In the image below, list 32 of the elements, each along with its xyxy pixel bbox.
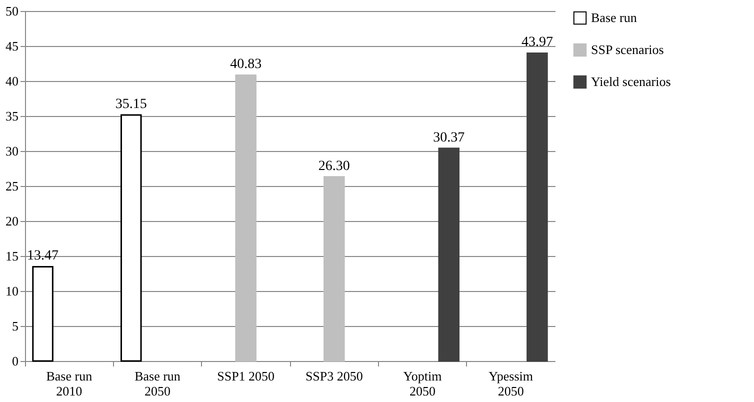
data-label: 35.15 — [115, 96, 147, 112]
y-tick-label: 50 — [6, 4, 18, 18]
y-tick-label: 10 — [6, 284, 18, 298]
data-label: 13.47 — [27, 248, 59, 264]
data-label: 30.37 — [433, 130, 465, 146]
y-tick-label: 35 — [6, 108, 18, 124]
y-tick-label: 25 — [6, 178, 18, 194]
data-label: 40.83 — [230, 57, 262, 72]
y-tick-label: 40 — [6, 74, 18, 88]
bar — [324, 176, 345, 362]
legend-label: Yield scenarios — [591, 74, 671, 89]
legend-label: Base run — [591, 10, 638, 25]
x-tick-label: SSP1 2050 — [217, 368, 275, 384]
legend-label: SSP scenarios — [591, 42, 664, 57]
bar — [235, 74, 256, 362]
bar — [526, 52, 548, 362]
bar — [438, 148, 460, 362]
y-tick-label: 0 — [12, 354, 18, 368]
y-tick-label: 15 — [6, 248, 18, 264]
x-tick-label: SSP3 2050 — [305, 368, 363, 384]
data-label: 26.30 — [318, 158, 350, 174]
data-label: 43.97 — [521, 35, 553, 50]
bar — [32, 266, 54, 362]
x-tick-label: Ypessim 2050 — [488, 368, 533, 398]
x-tick-label: Base run 2010 — [46, 368, 93, 398]
y-tick-label: 30 — [6, 144, 18, 158]
x-tick-label: Yoptim 2050 — [403, 368, 442, 398]
y-tick-label: 45 — [6, 38, 18, 54]
bar — [120, 114, 142, 362]
y-tick-label: 20 — [6, 214, 18, 228]
y-tick-label: 5 — [12, 318, 18, 334]
x-tick-label: Base run 2050 — [134, 368, 181, 398]
